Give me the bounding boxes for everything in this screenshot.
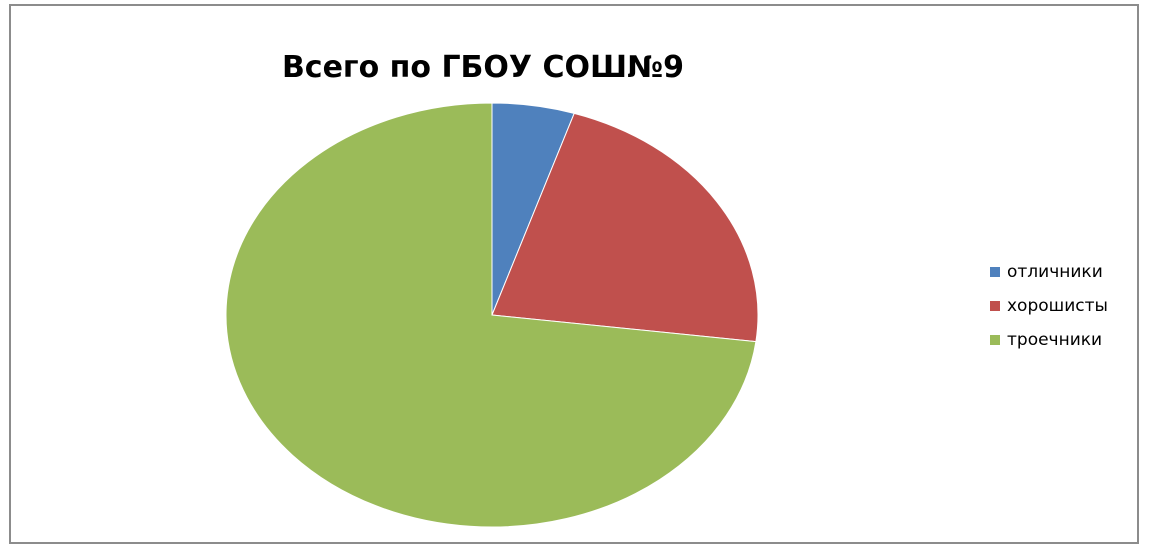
legend-item-otlichniki: отличники: [990, 262, 1108, 282]
legend-swatch-otlichniki: [990, 267, 1000, 277]
legend-label-otlichniki: отличники: [1007, 262, 1103, 282]
slice-khoroshisty: [491, 112, 759, 343]
legend-swatch-khoroshisty: [990, 301, 1000, 311]
legend-label-khoroshisty: хорошисты: [1007, 296, 1108, 316]
slice-troechniki: [225, 102, 757, 528]
chart-title: Всего по ГБОУ СОШ№9: [281, 50, 685, 85]
legend-item-khoroshisty: хорошисты: [990, 296, 1108, 316]
legend-label-troechniki: троечники: [1007, 330, 1103, 350]
legend-swatch-troechniki: [990, 335, 1000, 345]
legend: отличники хорошисты троечники: [990, 262, 1108, 364]
legend-item-troechniki: троечники: [990, 330, 1108, 350]
